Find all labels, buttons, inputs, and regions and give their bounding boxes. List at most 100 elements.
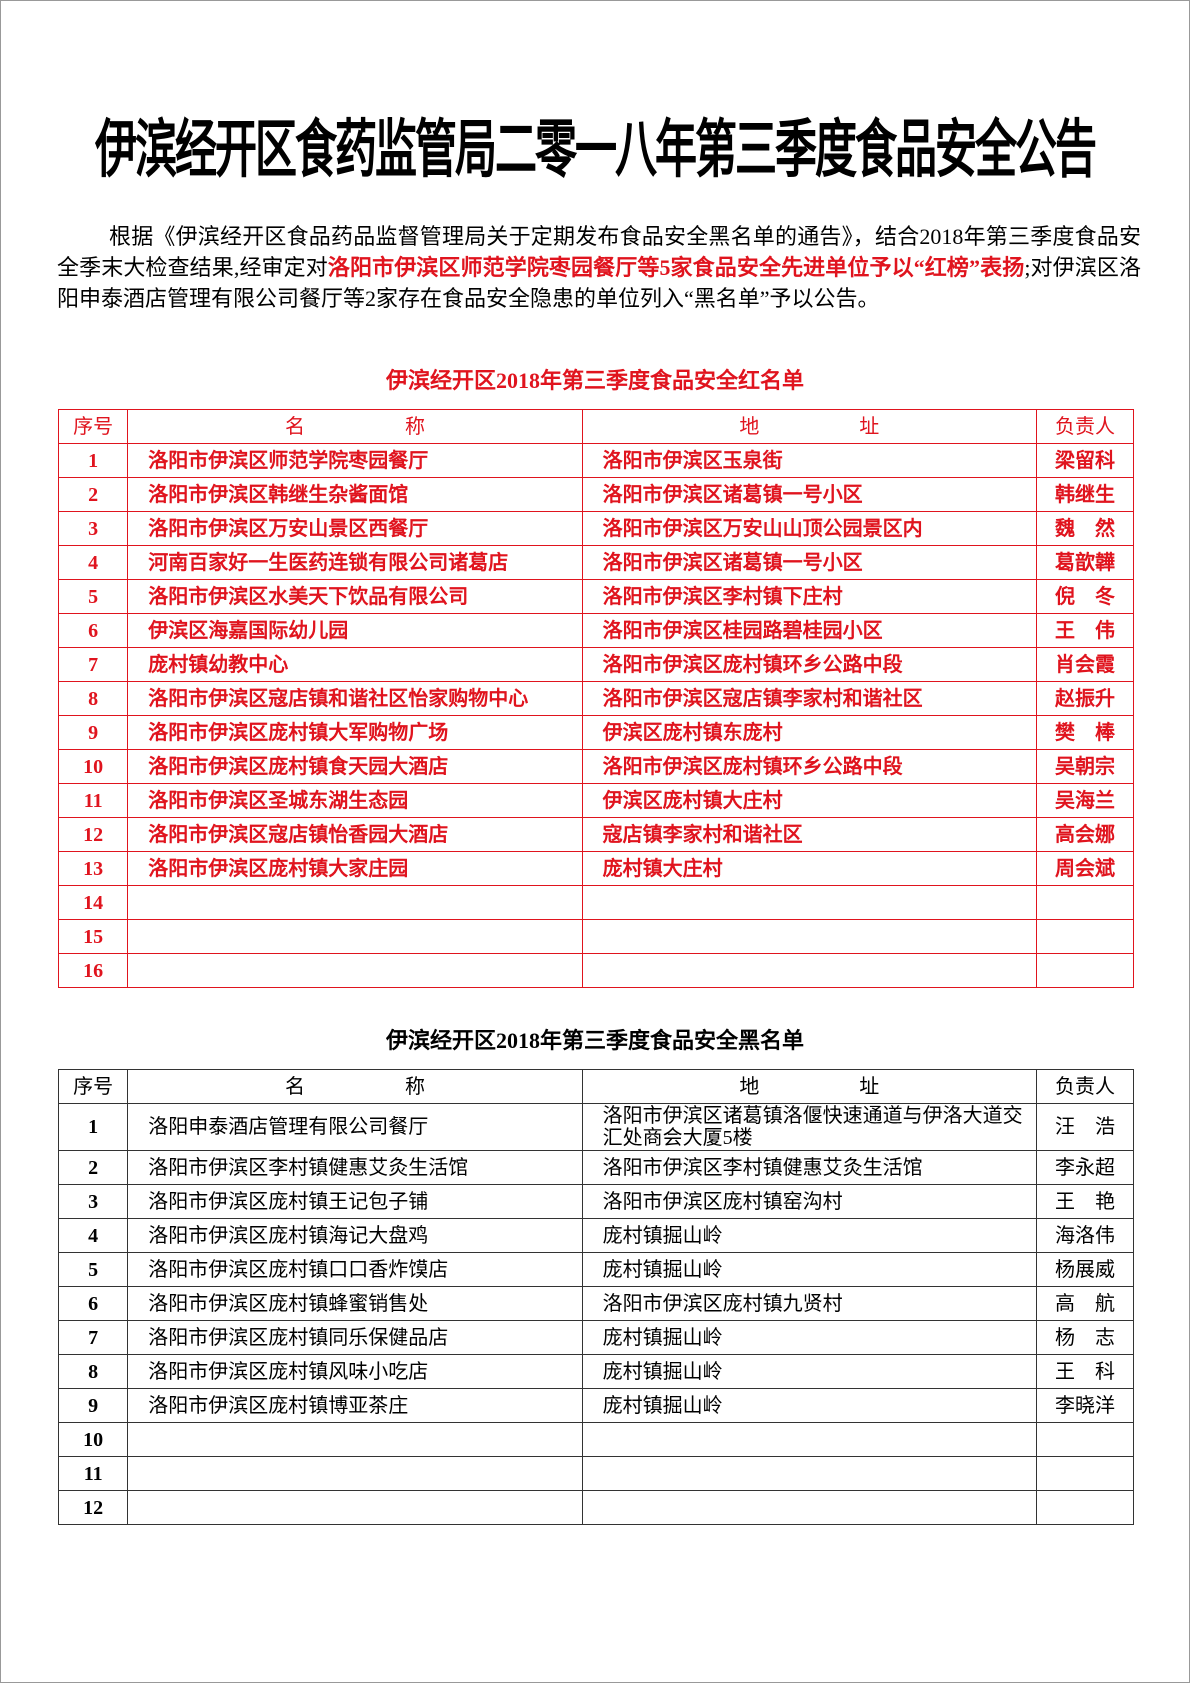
table-cell: 6: [57, 613, 129, 648]
table-cell: 洛阳市伊滨区诸葛镇洛偃快速通道与伊洛大道交汇处商会大厦5楼: [581, 1103, 1037, 1151]
table-cell: 汪 浩: [1035, 1103, 1135, 1151]
table-cell: 洛阳市伊滨区李村镇健惠艾灸生活馆: [127, 1150, 583, 1185]
table-cell: [127, 1456, 583, 1491]
table-cell: 4: [57, 545, 129, 580]
table-cell: 洛阳市伊滨区庞村镇大军购物广场: [127, 715, 583, 750]
table-cell: [127, 1422, 583, 1457]
red-list-table: 序号名 称地 址负责人 1 洛阳市伊滨区师范学院枣园餐厅 洛阳市伊滨区玉泉街 梁留科 2 洛…: [57, 409, 1135, 988]
table-cell: [127, 919, 583, 954]
column-header: 名 称: [127, 1069, 583, 1104]
table-cell: [581, 1422, 1037, 1457]
red-list-title: 伊滨经开区2018年第三季度食品安全红名单: [385, 368, 804, 393]
table-cell: 李永超: [1035, 1150, 1135, 1185]
table-cell: 寇店镇李家村和谐社区: [581, 817, 1037, 852]
title: 伊滨经开区食药监管局二零一八年第三季度食品安全公告: [94, 117, 1097, 186]
table-row: 5 洛阳市伊滨区水美天下饮品有限公司 洛阳市伊滨区李村镇下庄村倪 冬: [57, 579, 1135, 614]
table-cell: 洛阳市伊滨区庞村镇大家庄园: [127, 851, 583, 886]
table-cell: 杨展威: [1035, 1252, 1135, 1287]
intro-highlight: 洛阳市伊滨区师范学院枣园餐厅等5家食品安全先进单位予以“红榜”表扬: [327, 255, 1025, 280]
table-row: 16: [57, 953, 1135, 988]
table-cell: 洛阳市伊滨区庞村镇食天园大酒店: [127, 749, 583, 784]
table-row: 12 洛阳市伊滨区寇店镇怡香园大酒店 寇店镇李家村和谐社区 高会娜: [57, 817, 1135, 852]
table-cell: 14: [57, 885, 129, 920]
table-cell: 4: [57, 1218, 129, 1253]
table-cell: 洛阳市伊滨区庞村镇海记大盘鸡: [127, 1218, 583, 1253]
table-row: 3 洛阳市伊滨区庞村镇王记包子铺 洛阳市伊滨区庞村镇窑沟村王 艳: [57, 1184, 1135, 1219]
table-cell: 伊滨区海嘉国际幼儿园: [127, 613, 583, 648]
column-header: 负责人: [1035, 409, 1135, 444]
table-cell: 王 伟: [1035, 613, 1135, 648]
table-cell: [1035, 1456, 1135, 1491]
table-row: 14: [57, 885, 1135, 920]
table-cell: [1035, 1422, 1135, 1457]
table-row: 10: [57, 1422, 1135, 1457]
table-cell: [1035, 919, 1135, 954]
table-row: 4 洛阳市伊滨区庞村镇海记大盘鸡 庞村镇掘山岭 海洛伟: [57, 1218, 1135, 1253]
table-cell: 13: [57, 851, 129, 886]
table-cell: [581, 1456, 1037, 1491]
table-cell: 伊滨区庞村镇大庄村: [581, 783, 1037, 818]
table-cell: 洛阳市伊滨区诸葛镇一号小区: [581, 477, 1037, 512]
table-cell: 洛阳市伊滨区庞村镇口口香炸馍店: [127, 1252, 583, 1287]
table-cell: 庞村镇大庄村: [581, 851, 1037, 886]
table-row: 11: [57, 1456, 1135, 1491]
table-cell: 洛阳市伊滨区水美天下饮品有限公司: [127, 579, 583, 614]
table-cell: 王 艳: [1035, 1184, 1135, 1219]
table-cell: 2: [57, 477, 129, 512]
table-cell: 洛阳市伊滨区李村镇健惠艾灸生活馆: [581, 1150, 1037, 1185]
table-row: 2 洛阳市伊滨区韩继生杂酱面馆 洛阳市伊滨区诸葛镇一号小区 韩继生: [57, 477, 1135, 512]
table-row: 8 洛阳市伊滨区寇店镇和谐社区怡家购物中心 洛阳市伊滨区寇店镇李家村和谐社区 赵振升: [57, 681, 1135, 716]
table-cell: [1035, 1490, 1135, 1525]
table-cell: 肖会霞: [1035, 647, 1135, 682]
table-cell: [127, 1490, 583, 1525]
table-cell: 8: [57, 1354, 129, 1389]
column-header: 地 址: [581, 409, 1037, 444]
table-cell: 高 航: [1035, 1286, 1135, 1321]
table-row: 9 洛阳市伊滨区庞村镇博亚茶庄 庞村镇掘山岭 李晓洋: [57, 1388, 1135, 1423]
table-cell: 洛阳市伊滨区庞村镇环乡公路中段: [581, 749, 1037, 784]
table-cell: 洛阳市伊滨区庞村镇蜂蜜销售处: [127, 1286, 583, 1321]
table-row: 6 洛阳市伊滨区庞村镇蜂蜜销售处 洛阳市伊滨区庞村镇九贤村高 航: [57, 1286, 1135, 1321]
table-cell: [581, 885, 1037, 920]
table-cell: [1035, 885, 1135, 920]
table-cell: 5: [57, 579, 129, 614]
table-cell: 8: [57, 681, 129, 716]
table-cell: 魏 然: [1035, 511, 1135, 546]
table-cell: 洛阳市伊滨区寇店镇李家村和谐社区: [581, 681, 1037, 716]
table-cell: 洛阳市伊滨区韩继生杂酱面馆: [127, 477, 583, 512]
table-cell: 洛阳市伊滨区诸葛镇一号小区: [581, 545, 1037, 580]
table-cell: 11: [57, 1456, 129, 1491]
table-cell: 7: [57, 647, 129, 682]
table-cell: 樊 棒: [1035, 715, 1135, 750]
table-cell: 洛阳市伊滨区寇店镇怡香园大酒店: [127, 817, 583, 852]
table-row: 1 洛阳申泰酒店管理有限公司餐厅 洛阳市伊滨区诸葛镇洛偃快速通道与伊洛大道交汇处商会…: [57, 1103, 1135, 1151]
table-cell: 洛阳市伊滨区庞村镇环乡公路中段: [581, 647, 1037, 682]
table-cell: [581, 919, 1037, 954]
table-cell: [127, 885, 583, 920]
table-cell: 庞村镇掘山岭: [581, 1388, 1037, 1423]
table-cell: 韩继生: [1035, 477, 1135, 512]
column-header: 地 址: [581, 1069, 1037, 1104]
table-cell: 庞村镇掘山岭: [581, 1252, 1037, 1287]
table-row: 7 庞村镇幼教中心 洛阳市伊滨区庞村镇环乡公路中段 肖会霞: [57, 647, 1135, 682]
column-header: 序号: [57, 409, 129, 444]
intro-text: 根据《伊滨经开区食品药品监督管理局关于定期发布食品安全黑名单的通告》，结合201…: [57, 224, 1141, 280]
intro-text: ;对伊滨区洛阳申泰酒店管理有限公司餐厅等2家存在食品安全隐患的单位列入“黑名单”…: [57, 255, 1141, 311]
table-cell: [581, 953, 1037, 988]
table-row: 9 洛阳市伊滨区庞村镇大军购物广场 伊滨区庞村镇东庞村樊 棒: [57, 715, 1135, 750]
table-cell: 洛阳申泰酒店管理有限公司餐厅: [127, 1103, 583, 1151]
table-row: 15: [57, 919, 1135, 954]
table-cell: 洛阳市伊滨区万安山景区西餐厅: [127, 511, 583, 546]
table-cell: 庞村镇掘山岭: [581, 1320, 1037, 1355]
table-row: 7 洛阳市伊滨区庞村镇同乐保健品店 庞村镇掘山岭杨 志: [57, 1320, 1135, 1355]
table-row: 8 洛阳市伊滨区庞村镇风味小吃店 庞村镇掘山岭王 科: [57, 1354, 1135, 1389]
table-cell: 3: [57, 511, 129, 546]
table-cell: 洛阳市伊滨区玉泉街: [581, 443, 1037, 478]
table-cell: 海洛伟: [1035, 1218, 1135, 1253]
table-cell: [127, 953, 583, 988]
table-row: 5 洛阳市伊滨区庞村镇口口香炸馍店 庞村镇掘山岭 杨展威: [57, 1252, 1135, 1287]
table-cell: 洛阳市伊滨区庞村镇同乐保健品店: [127, 1320, 583, 1355]
table-cell: 洛阳市伊滨区圣城东湖生态园: [127, 783, 583, 818]
table-cell: 洛阳市伊滨区庞村镇九贤村: [581, 1286, 1037, 1321]
table-cell: 1: [57, 443, 129, 478]
